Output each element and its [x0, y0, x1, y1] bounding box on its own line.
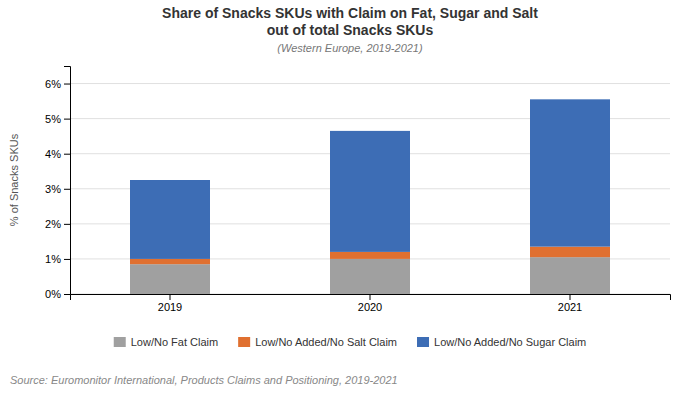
- tick-label: 2020: [358, 301, 382, 313]
- bar: [330, 131, 410, 252]
- tick-label: 0%: [45, 288, 61, 300]
- tick-mark: [170, 294, 171, 300]
- tick-mark: [64, 224, 70, 225]
- tick-label: 3%: [45, 183, 61, 195]
- bar: [130, 259, 210, 264]
- tick: 0%: [45, 288, 70, 300]
- tick-label: 5%: [45, 113, 61, 125]
- tick: 2019: [158, 294, 182, 313]
- tick: 6%: [45, 78, 70, 90]
- series: [130, 99, 610, 259]
- bar: [330, 252, 410, 259]
- bar: [530, 257, 610, 294]
- tick-mark: [64, 119, 70, 120]
- legend-swatch: [238, 337, 250, 347]
- tick-mark: [64, 154, 70, 155]
- y-axis: 0% 1% 2% 3% 4% 5% 6%: [45, 67, 70, 301]
- legend-item: Low/No Added/No Salt Claim: [238, 336, 397, 348]
- axis-title: % of Snacks SKUs: [8, 133, 20, 226]
- bar: [330, 259, 410, 294]
- legend-label: Low/No Added/No Sugar Claim: [434, 336, 586, 348]
- tick: 4%: [45, 148, 70, 160]
- legend-label: Low/No Added/No Salt Claim: [255, 336, 397, 348]
- tick-label: 2021: [558, 301, 582, 313]
- tick-label: 4%: [45, 148, 61, 160]
- tick-label: 1%: [45, 253, 61, 265]
- bar: [130, 180, 210, 259]
- legend-swatch: [114, 337, 126, 347]
- legend-item: Low/No Added/No Sugar Claim: [417, 336, 586, 348]
- bar: [530, 247, 610, 258]
- legend-item: Low/No Fat Claim: [114, 336, 218, 348]
- subtitle: (Western Europe, 2019-2021): [277, 42, 423, 54]
- legend: Low/No Fat Claim Low/No Added/No Salt Cla…: [114, 336, 587, 348]
- axis-line: [64, 67, 71, 295]
- grid-line: [70, 83, 670, 84]
- bars: [130, 99, 610, 294]
- title: Share of Snacks SKUs with Claim on Fat, …: [162, 5, 538, 21]
- tick: 2021: [558, 294, 582, 313]
- plot: 0% 1% 2% 3% 4% 5% 6% 2019 2020 2021: [45, 67, 670, 313]
- tick-mark: [64, 294, 70, 295]
- tick-mark: [370, 294, 371, 300]
- tick-mark: [64, 259, 70, 260]
- tick: 1%: [45, 253, 70, 265]
- tick-label: 6%: [45, 78, 61, 90]
- legend-swatch: [417, 337, 429, 347]
- tick: 2%: [45, 218, 70, 230]
- annotation: Source: Euromonitor International, Produ…: [10, 374, 398, 386]
- x-axis: 2019 2020 2021: [71, 294, 671, 313]
- tick: 2020: [358, 294, 382, 313]
- tick-label: 2%: [45, 218, 61, 230]
- tick-mark: [570, 294, 571, 300]
- tick: 5%: [45, 113, 70, 125]
- tick-mark: [64, 84, 70, 85]
- series: [130, 257, 610, 294]
- bar: [130, 264, 210, 294]
- title: out of total Snacks SKUs: [267, 22, 434, 38]
- chart: Share of Snacks SKUs with Claim on Fat, …: [0, 0, 700, 394]
- axis-line: [71, 295, 671, 301]
- tick-label: 2019: [158, 301, 182, 313]
- bar: [530, 99, 610, 246]
- legend-label: Low/No Fat Claim: [131, 336, 218, 348]
- tick: 3%: [45, 183, 70, 195]
- tick-mark: [64, 189, 70, 190]
- grid: [70, 84, 670, 294]
